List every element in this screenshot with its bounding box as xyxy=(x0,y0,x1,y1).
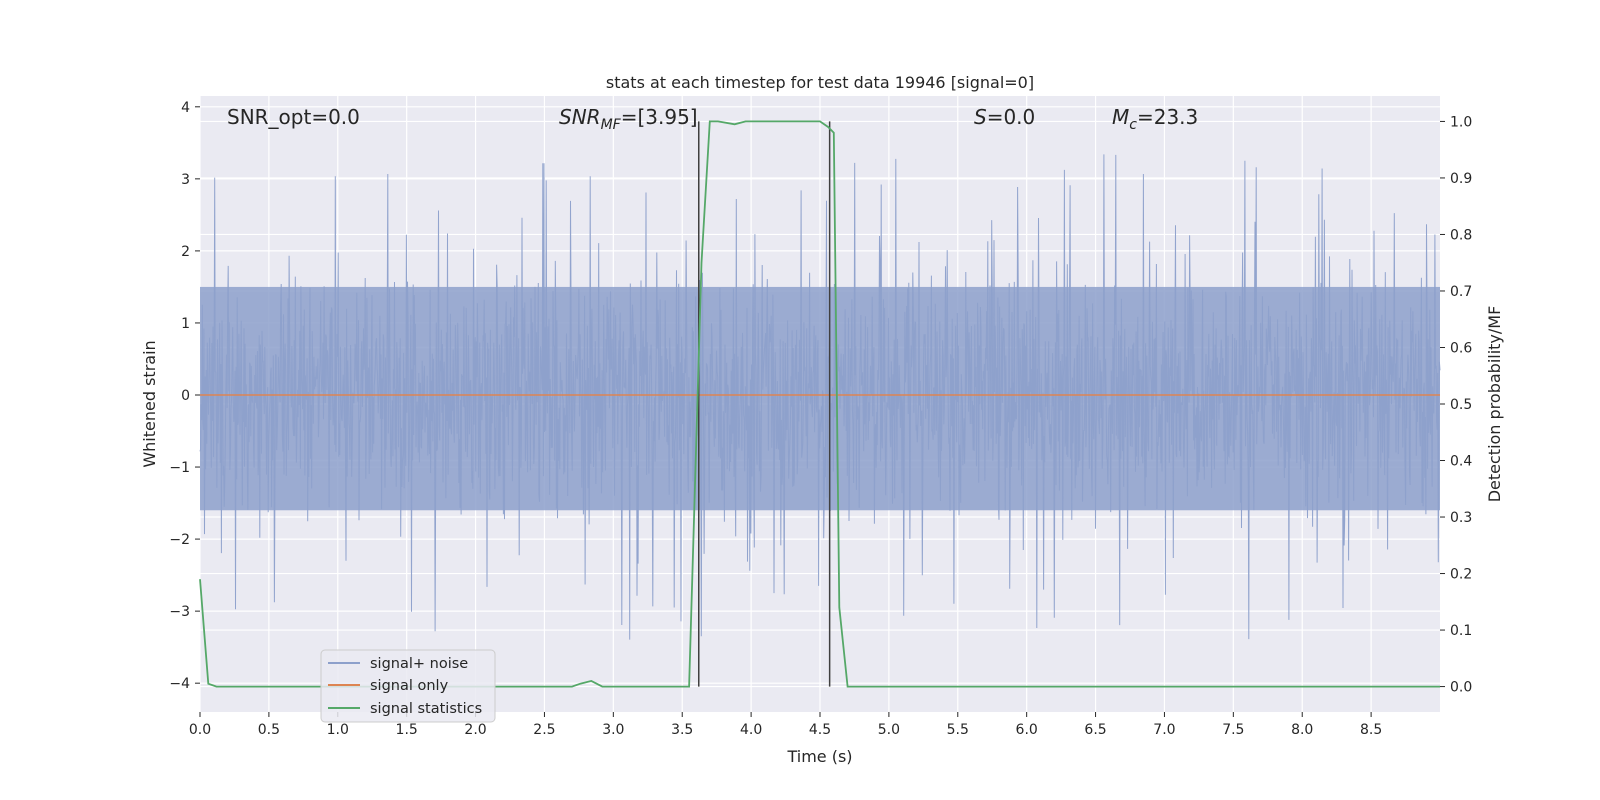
x-axis-ticks: 0.0 0.5 1.0 1.5 2.0 2.5 3.0 3.5 4.0 4.5 5.0 5.5 6.0 6… xyxy=(189,712,1382,738)
x-tick-label: 0.0 xyxy=(189,722,211,738)
legend-label-signal-only: signal only xyxy=(370,678,449,694)
x-tick-label: 6.0 xyxy=(1016,722,1038,738)
y-tick-label: 1 xyxy=(181,316,190,332)
x-tick-label: 5.5 xyxy=(947,722,969,738)
x-tick-label: 5.0 xyxy=(878,722,900,738)
y2-tick-label: 0.7 xyxy=(1450,284,1472,300)
y2-tick-label: 0.0 xyxy=(1450,680,1472,696)
annotation-snr-opt: SNR_opt=0.0 xyxy=(227,105,360,129)
y-axis-label: Whitened strain xyxy=(140,340,159,467)
legend-label-signal-statistics: signal statistics xyxy=(370,701,482,717)
y2-tick-label: 0.8 xyxy=(1450,227,1472,243)
series-signal-statistics xyxy=(199,120,1440,688)
x-tick-label: 0.5 xyxy=(258,722,280,738)
y2-axis-label: Detection probability/MF xyxy=(1485,306,1504,503)
x-tick-label: 4.0 xyxy=(740,722,762,738)
x-tick-label: 8.0 xyxy=(1291,722,1313,738)
x-tick-label: 7.0 xyxy=(1153,722,1175,738)
annotation-s: S=0.0 xyxy=(974,105,1035,129)
legend: signal+ noise signal only signal statist… xyxy=(320,649,496,723)
y-tick-label: −1 xyxy=(169,460,190,476)
signal-statistics-line xyxy=(199,120,1440,688)
x-tick-label: 1.5 xyxy=(396,722,418,738)
x-tick-label: 6.5 xyxy=(1084,722,1106,738)
y2-tick-label: 0.2 xyxy=(1450,567,1472,583)
y-axis-ticks: 4 3 2 1 0 −1 −2 −3 −4 xyxy=(169,100,200,692)
x-tick-label: 1.0 xyxy=(327,722,349,738)
noise-trace xyxy=(199,154,1441,640)
y2-tick-label: 0.1 xyxy=(1450,623,1472,639)
y2-axis-ticks: 1.0 0.9 0.8 0.7 0.6 0.5 0.4 0.3 0.2 0.1 0.0 xyxy=(1440,114,1472,696)
vertical-markers xyxy=(698,121,831,687)
y-tick-label: −3 xyxy=(169,604,190,620)
x-tick-label: 8.5 xyxy=(1360,722,1382,738)
x-axis-label: Time (s) xyxy=(786,747,852,766)
y-tick-label: 3 xyxy=(181,172,190,188)
legend-label-signal-noise: signal+ noise xyxy=(370,656,468,672)
y-tick-label: −2 xyxy=(169,532,190,548)
y2-tick-label: 0.6 xyxy=(1450,340,1472,356)
y2-tick-label: 1.0 xyxy=(1450,114,1472,130)
y-tick-label: 0 xyxy=(181,388,190,404)
y-tick-label: 2 xyxy=(181,244,190,260)
y2-tick-label: 0.5 xyxy=(1450,397,1472,413)
x-tick-label: 3.0 xyxy=(602,722,624,738)
x-tick-label: 3.5 xyxy=(671,722,693,738)
x-tick-label: 2.0 xyxy=(464,722,486,738)
y-tick-label: −4 xyxy=(169,676,190,692)
y2-tick-label: 0.3 xyxy=(1450,510,1472,526)
annotation-mc: Mc=23.3 xyxy=(1112,105,1198,133)
chart-title: stats at each timestep for test data 199… xyxy=(606,73,1034,92)
x-tick-label: 2.5 xyxy=(533,722,555,738)
annotation-snr-mf: SNRMF=[3.95] xyxy=(559,105,698,133)
series-signal-noise xyxy=(199,154,1441,640)
x-tick-label: 7.5 xyxy=(1222,722,1244,738)
legend-box xyxy=(320,649,496,723)
x-tick-label: 4.5 xyxy=(809,722,831,738)
y2-tick-label: 0.4 xyxy=(1450,454,1472,470)
y2-tick-label: 0.9 xyxy=(1450,171,1472,187)
y-tick-label: 4 xyxy=(181,100,190,116)
